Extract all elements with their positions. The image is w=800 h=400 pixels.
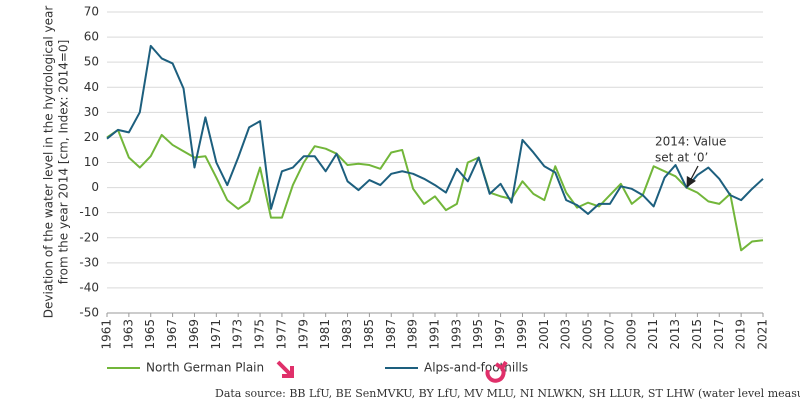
y-axis-label: Deviation of the water level in the hydr… (42, 6, 71, 319)
x-tick-label: 1975 (253, 319, 267, 350)
y-axis-label-line: from the year 2014 [cm, Index: 2014=0] (57, 40, 71, 285)
plot (106, 44, 764, 252)
x-tick-label: 1993 (449, 319, 463, 350)
y-tick-label: 20 (84, 130, 99, 144)
x-tick-label: 1961 (100, 319, 114, 350)
grid: -50 -40 -30 -20 -10 0 10 20 30 40 50 60 70 1961 1963 19… (79, 5, 769, 350)
y-tick-label: 40 (84, 80, 99, 94)
y-tick-label: -30 (79, 255, 99, 269)
x-tick-label: 2001 (537, 319, 551, 350)
x-tick-label: 2009 (624, 319, 638, 350)
series-line (106, 44, 764, 215)
x-tick-label: 1985 (362, 319, 376, 350)
annotation-arrow (686, 165, 699, 188)
x-tick-label: 1969 (187, 319, 201, 350)
annotation: set at ‘0’ (655, 151, 708, 165)
x-tick-label: 1971 (209, 319, 223, 350)
y-tick-label: -40 (79, 280, 99, 294)
x-tick-label: 1967 (165, 319, 179, 350)
source-note: Data source: BB LfU, BE SenMVKU, BY LfU,… (215, 387, 800, 400)
legend-icon (276, 360, 294, 378)
series-line (106, 128, 764, 252)
x-tick-label: 2003 (559, 319, 573, 350)
y-tick-label: 60 (84, 30, 99, 44)
x-tick-label: 2007 (602, 319, 616, 350)
x-tick-label: 2005 (581, 319, 595, 350)
y-tick-label: 0 (91, 180, 99, 194)
x-tick-label: 1977 (274, 319, 288, 350)
x-tick-label: 1983 (340, 319, 354, 350)
legend-label: North German Plain (146, 361, 264, 375)
x-tick-label: 2015 (690, 319, 704, 350)
x-tick-label: 1979 (296, 319, 310, 350)
y-tick-label: 70 (84, 5, 99, 19)
x-tick-label: 1973 (231, 319, 245, 350)
legend-label: Alps-and-foothills (424, 361, 528, 375)
legend-icon (485, 360, 508, 383)
x-tick-label: 2011 (646, 319, 660, 350)
y-tick-label: 50 (84, 55, 99, 69)
x-tick-label: 1989 (406, 319, 420, 350)
x-tick-label: 1997 (493, 319, 507, 350)
y-tick-label: -50 (79, 306, 99, 320)
x-tick-label: 1991 (428, 319, 442, 350)
x-tick-label: 1981 (318, 319, 332, 350)
x-tick-label: 2013 (668, 319, 682, 350)
x-tick-label: 1963 (121, 319, 135, 350)
y-axis-label-line: Deviation of the water level in the hydr… (42, 6, 56, 319)
x-tick-label: 1965 (143, 319, 157, 350)
y-tick-label: 10 (84, 155, 99, 169)
x-tick-label: 2017 (712, 319, 726, 350)
x-tick-label: 2019 (734, 319, 748, 350)
x-tick-label: 2021 (756, 319, 770, 350)
y-tick-label: -10 (79, 205, 99, 219)
y-tick-label: -20 (79, 230, 99, 244)
x-tick-label: 1995 (471, 319, 485, 350)
x-tick-label: 1987 (384, 319, 398, 350)
y-tick-label: 30 (84, 105, 99, 119)
x-tick-label: 1999 (515, 319, 529, 350)
annotation: 2014: Value (655, 135, 726, 149)
